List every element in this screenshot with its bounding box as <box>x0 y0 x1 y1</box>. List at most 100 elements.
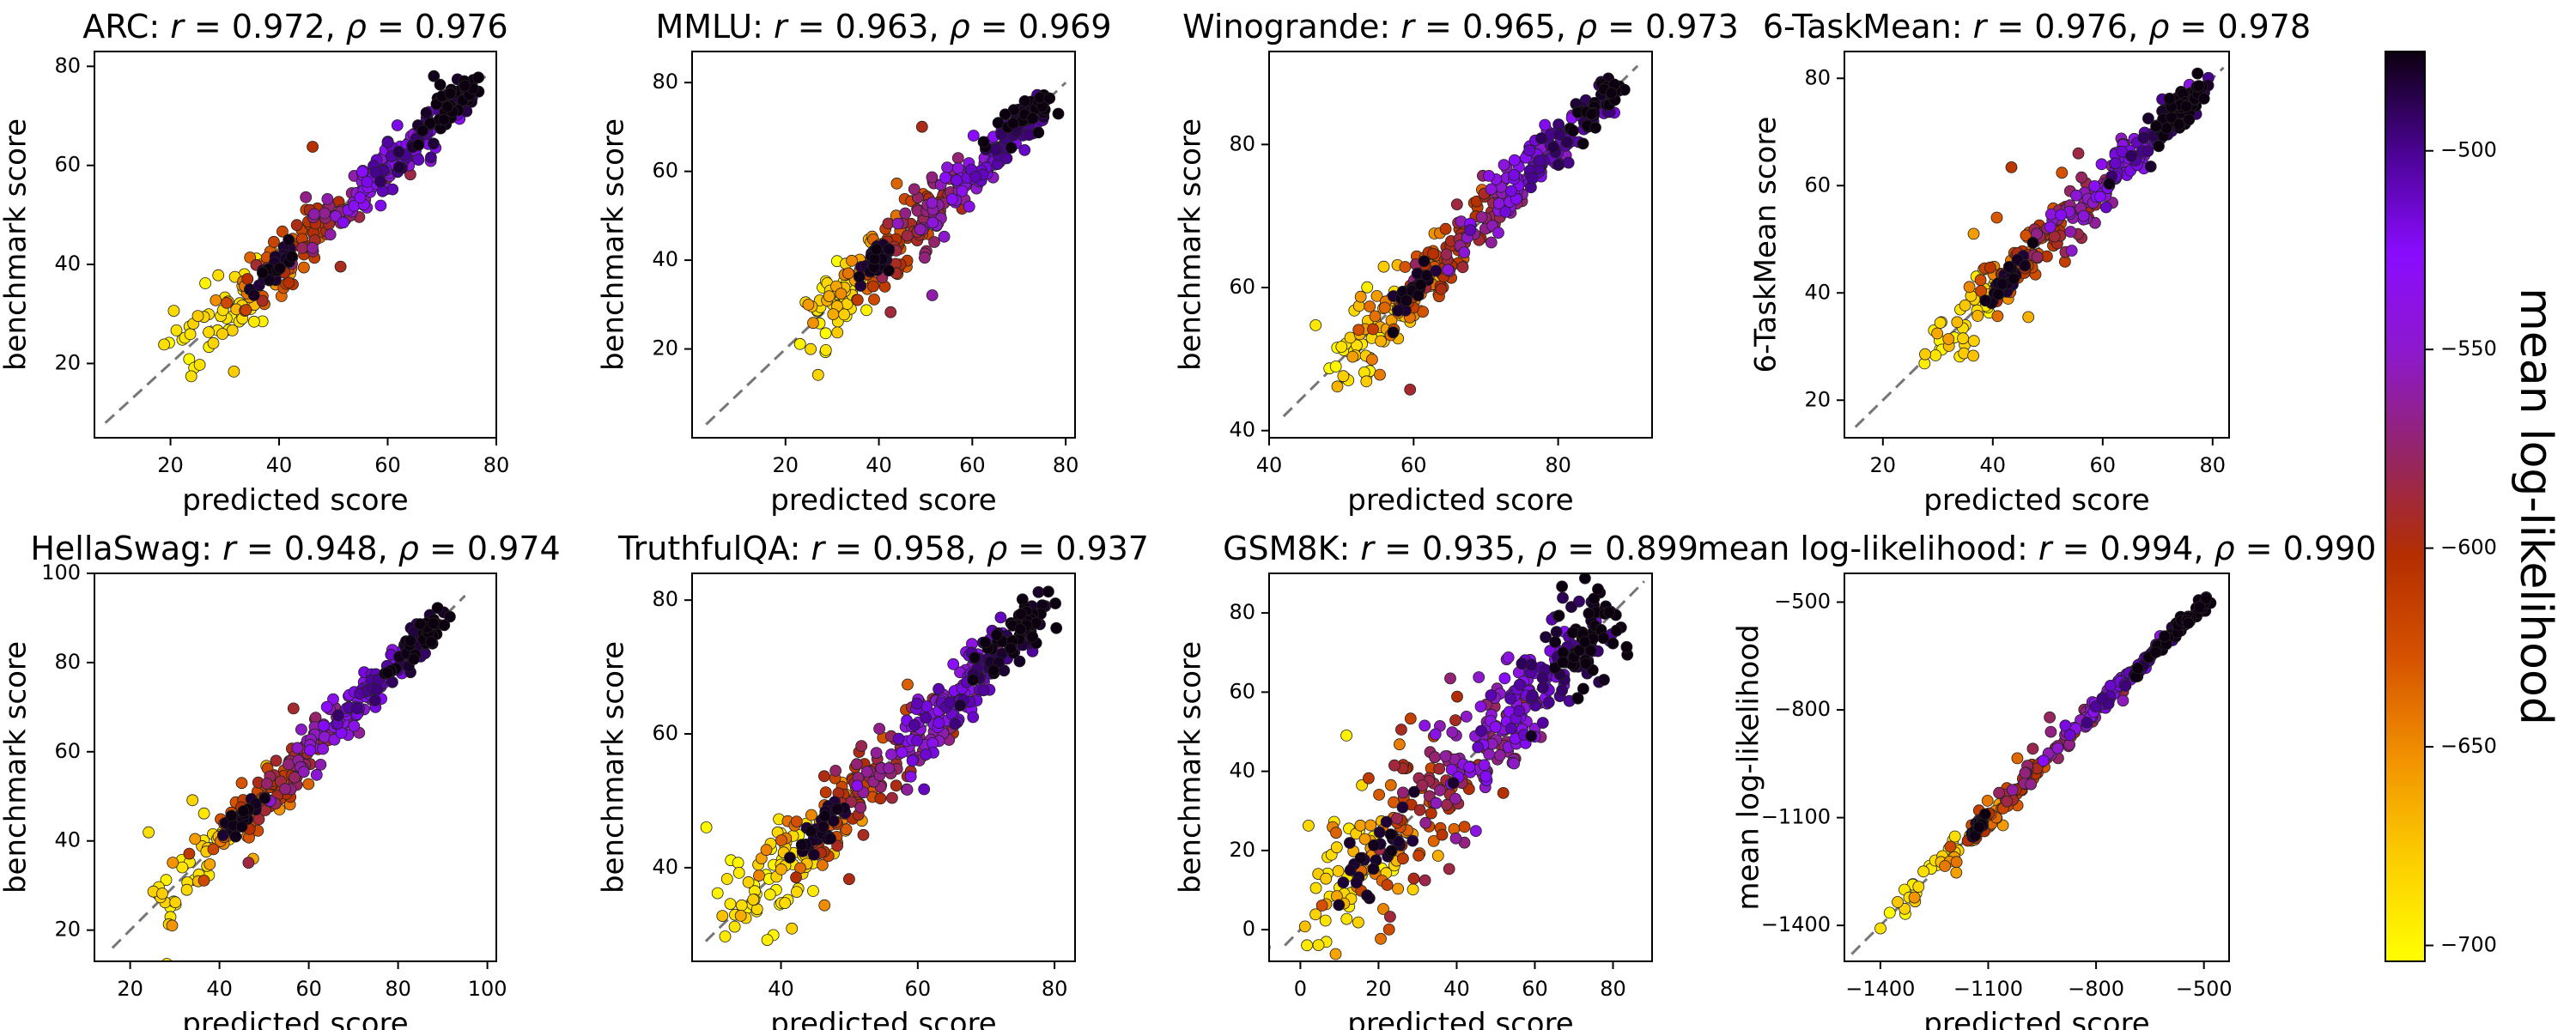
scatter-point <box>791 886 803 898</box>
scatter-point <box>2182 616 2195 629</box>
scatter-point <box>260 778 273 790</box>
scatter-point <box>368 694 381 706</box>
scatter-point <box>444 610 456 623</box>
scatter-point <box>1566 627 1579 639</box>
scatter-point <box>2006 784 2019 797</box>
scatter-point <box>1584 645 1597 657</box>
scatter-point <box>2191 67 2204 80</box>
title-rho-value: 0.990 <box>2283 530 2377 567</box>
scatter-point <box>946 192 958 205</box>
scatter-point <box>1388 796 1400 809</box>
scatter-point <box>1360 375 1373 388</box>
x-axis-label: predicted score <box>770 1007 996 1030</box>
scatter-point <box>1567 124 1579 137</box>
scatter-point <box>427 617 440 630</box>
scatter-point <box>180 883 193 896</box>
scatter-point <box>1450 198 1463 211</box>
scatter-point <box>1508 757 1521 770</box>
y-tick-label: 80 <box>652 587 678 611</box>
y-tick-label: 40 <box>1229 418 1255 442</box>
scatter-point <box>908 718 920 731</box>
scatter-point <box>819 786 832 798</box>
scatter-point <box>1971 310 1984 322</box>
title-rho-value: 0.974 <box>467 530 561 567</box>
x-tick-label: 80 <box>1600 977 1626 1001</box>
scatter-point <box>2104 680 2117 692</box>
scatter-point <box>307 241 319 254</box>
title-name: mean log-likelihood <box>1698 530 2017 567</box>
scatter-point <box>1589 121 1601 134</box>
scatter-point <box>1620 640 1633 653</box>
scatter-point <box>1429 751 1441 764</box>
scatter-point <box>719 930 732 942</box>
scatter-point <box>1996 277 2008 290</box>
scatter-point <box>829 765 841 777</box>
title-name: TruthfulQA <box>617 530 790 567</box>
scatter-point <box>183 847 196 860</box>
scatter-point <box>334 260 347 273</box>
points <box>1918 67 2215 370</box>
scatter-point <box>1497 787 1510 799</box>
scatter-point <box>775 863 787 876</box>
scatter-point <box>1948 830 1961 843</box>
scatter-point <box>229 830 242 843</box>
x-tick-label: 20 <box>157 453 184 477</box>
scatter-point <box>279 783 292 796</box>
scatter-point <box>307 208 320 221</box>
x-tick-label: 80 <box>385 977 411 1001</box>
scatter-point <box>1330 841 1343 854</box>
scatter-point <box>1950 856 1963 869</box>
scatter-point <box>899 207 912 220</box>
points <box>1269 573 1634 960</box>
scatter-point <box>1542 696 1555 709</box>
x-tick-label: 60 <box>374 453 401 477</box>
scatter-point <box>1537 682 1549 694</box>
scatter-point <box>999 108 1012 121</box>
scatter-point <box>2077 209 2090 222</box>
panel-title: 6-TaskMean: r = 0.976, ρ = 0.978 <box>1763 8 2311 45</box>
scatter-point <box>1352 324 1365 336</box>
scatter-point <box>1330 827 1342 839</box>
scatter-point <box>1406 883 1419 896</box>
scatter-point <box>1015 608 1027 621</box>
scatter-point <box>2011 752 2024 765</box>
scatter-point <box>1577 682 1589 695</box>
scatter-point <box>891 217 904 230</box>
scatter-point <box>1399 261 1412 273</box>
scatter-point <box>2055 209 2068 221</box>
scatter-point <box>1539 118 1552 131</box>
scatter-point <box>1908 891 1921 904</box>
scatter-point <box>1592 583 1604 596</box>
scatter-point <box>1458 821 1471 833</box>
scatter-point <box>412 138 425 151</box>
scatter-point <box>304 744 316 756</box>
scatter-point <box>902 678 914 691</box>
scatter-point <box>793 337 806 350</box>
scatter-point <box>1413 849 1425 862</box>
scatter-point <box>2163 93 2176 105</box>
scatter-point <box>967 711 980 724</box>
scatter-point <box>307 141 319 153</box>
scatter-point <box>319 730 331 743</box>
scatter-point <box>2153 140 2165 153</box>
scatter-point <box>1991 310 2004 323</box>
scatter-point <box>926 289 939 301</box>
scatter-point <box>1346 350 1359 363</box>
scatter-point <box>1414 278 1427 291</box>
y-axis-label: mean log-likelihood <box>1732 624 1766 910</box>
scatter-point <box>1472 741 1485 754</box>
scatter-point <box>297 766 310 779</box>
scatter-point <box>1439 750 1452 762</box>
scatter-point <box>851 779 864 792</box>
x-axis-label: predicted score <box>1347 483 1573 518</box>
scatter-point <box>1439 222 1452 235</box>
scatter-point <box>854 801 867 814</box>
scatter-point <box>808 848 820 861</box>
scatter-point <box>381 136 394 148</box>
scatter-point <box>1412 289 1425 302</box>
scatter-point <box>2125 149 2138 162</box>
scatter-point <box>414 618 427 630</box>
x-tick-label: 80 <box>1042 977 1068 1001</box>
y-tick-label: 0 <box>1242 917 1255 941</box>
scatter-point <box>1404 712 1417 725</box>
